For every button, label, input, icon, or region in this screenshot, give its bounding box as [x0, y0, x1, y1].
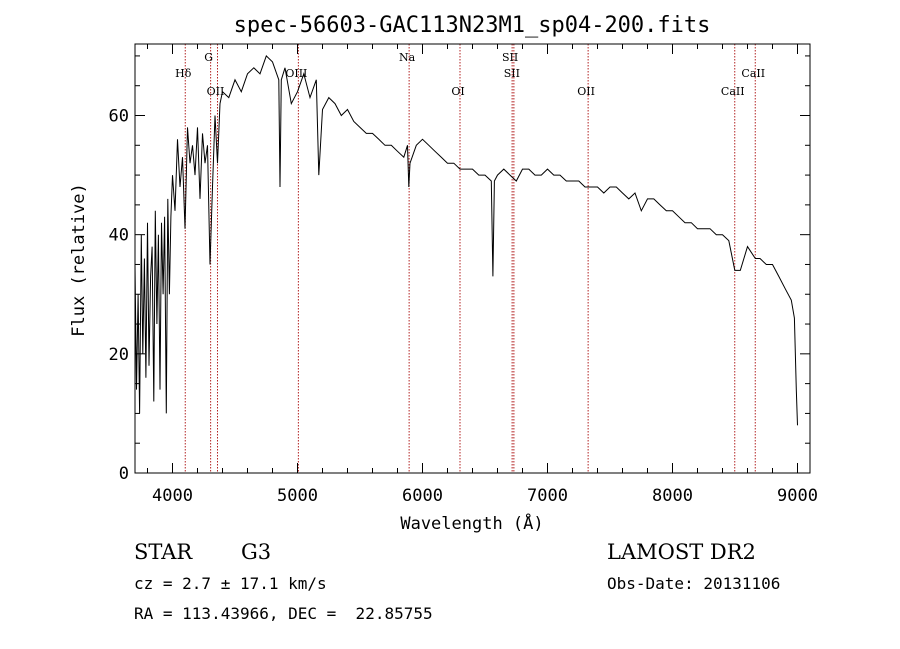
line-markers: Hδ G OII OIII Na OI SII SII OII CaII CaII	[175, 44, 765, 473]
line-marker-label: Hδ	[175, 67, 192, 80]
line-marker-label: CaII	[741, 67, 765, 80]
object-subclass: G3	[241, 540, 272, 564]
x-tick-label: 9000	[777, 486, 818, 506]
line-marker-label: SII	[502, 51, 518, 64]
y-tick-label: 20	[109, 345, 129, 365]
x-tick-label: 8000	[652, 486, 693, 506]
x-tick-label: 6000	[402, 486, 443, 506]
x-tick-label: 5000	[277, 486, 318, 506]
line-marker-label: G	[204, 51, 213, 64]
chart-title: spec-56603-GAC113N23M1_sp04-200.fits	[234, 13, 711, 38]
x-tick-label: 4000	[152, 486, 193, 506]
axis-tick-labels: 4000 5000 6000 7000 8000 9000 0 20 40 60	[109, 107, 818, 507]
line-marker-label: CaII	[721, 85, 745, 98]
y-tick-label: 40	[109, 226, 129, 246]
spectrum-line	[134, 54, 798, 426]
x-axis-label: Wavelength (Å)	[400, 512, 543, 534]
y-axis-label: Flux (relative)	[69, 183, 89, 337]
axis-ticks	[135, 44, 810, 474]
y-tick-label: 60	[109, 107, 129, 127]
x-tick-label: 7000	[527, 486, 568, 506]
line-marker-label: OII	[577, 85, 595, 98]
plot-frame	[134, 43, 811, 474]
survey-name: LAMOST DR2	[607, 540, 756, 564]
coordinates: RA = 113.43966, DEC = 22.85755	[134, 604, 433, 623]
line-marker-label: SII	[504, 67, 520, 80]
y-tick-label: 0	[119, 464, 129, 484]
object-class: STAR	[134, 540, 193, 564]
obs-date: Obs-Date: 20131106	[607, 574, 781, 593]
line-marker-label: OII	[207, 85, 225, 98]
redshift-text: cz = 2.7 ± 17.1 km/s	[134, 574, 327, 593]
line-marker-label: OI	[451, 85, 464, 98]
line-marker-label: OIII	[285, 67, 307, 80]
line-marker-label: Na	[399, 51, 416, 64]
